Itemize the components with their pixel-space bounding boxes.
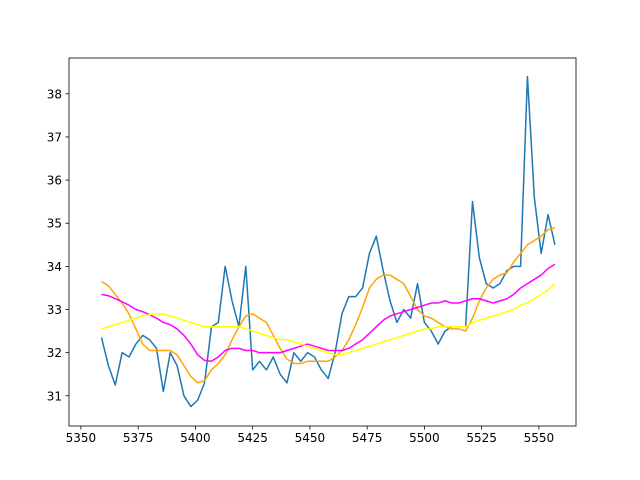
axes-frame (68, 57, 577, 427)
y-tick-label: 37 (47, 130, 62, 144)
x-tick-label: 5525 (466, 431, 497, 445)
series-line (101, 263, 556, 363)
x-tick-label: 5475 (352, 431, 383, 445)
y-tick-label: 35 (47, 217, 62, 231)
x-tick-label: 5550 (524, 431, 555, 445)
y-tick-label: 34 (47, 260, 62, 274)
y-tick-label: 31 (47, 389, 62, 403)
y-tick-label: 33 (47, 303, 62, 317)
series-line (100, 75, 556, 408)
x-tick-label: 5425 (237, 431, 268, 445)
x-tick-label: 5450 (295, 431, 326, 445)
x-tick-label: 5500 (409, 431, 440, 445)
y-tick-label: 32 (47, 346, 62, 360)
plot-area (100, 75, 556, 408)
y-tick-label: 38 (47, 87, 62, 101)
series-line (101, 226, 556, 384)
series-line (101, 283, 556, 356)
y-tick-label: 36 (47, 174, 62, 188)
x-tick-label: 5400 (180, 431, 211, 445)
x-tick-label: 5375 (123, 431, 154, 445)
x-tick-label: 5350 (66, 431, 97, 445)
